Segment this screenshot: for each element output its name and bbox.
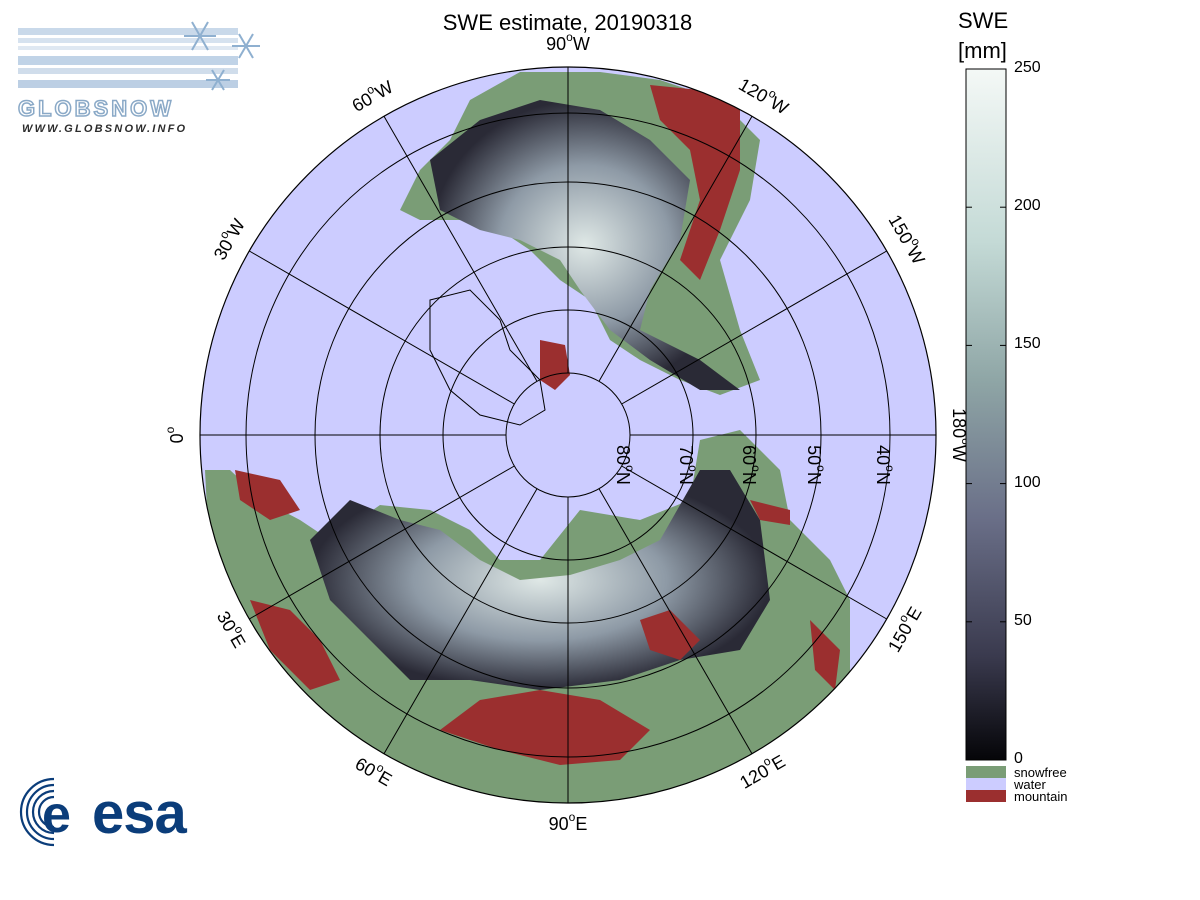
globsnow-url: WWW.GLOBSNOW.INFO (22, 123, 188, 135)
meridian-line (383, 488, 538, 754)
latitude-label: 40oN (873, 445, 897, 485)
colorbar-title-line2: [mm] (958, 38, 1007, 63)
north-america-snow-cover (430, 100, 740, 390)
latitude-label: 70oN (676, 445, 700, 485)
colorbar-tick-label: 250 (1014, 59, 1041, 76)
meridian-line (621, 250, 887, 405)
meridian-line (383, 116, 538, 382)
colorbar-tick-label: 150 (1014, 335, 1041, 353)
colorbar-tick-label: 200 (1014, 197, 1041, 215)
longitude-label: 0o (163, 426, 187, 443)
legend-swatch-mountain (966, 790, 1006, 802)
colorbar-tick-label: 100 (1014, 473, 1041, 491)
latitude-label: 50oN (804, 445, 828, 485)
greenland-landmass (429, 289, 546, 426)
latitude-label: 80oN (613, 445, 637, 485)
meridian-line (249, 250, 515, 405)
globsnow-stripes-graphic (18, 21, 260, 91)
colorbar-tick-label: 0 (1014, 750, 1023, 767)
meridian-line (598, 116, 753, 382)
latitude-labels: 80oN 70oN 60oN 50oN 40oN (613, 445, 897, 485)
colorbar-tick-label: 50 (1014, 611, 1032, 629)
esa-wordmark: esa (92, 781, 187, 846)
longitude-label: 60oW (347, 73, 397, 115)
esa-logo-icon: e (19, 776, 94, 848)
legend-swatch-water (966, 778, 1006, 790)
legend-label-mountain: mountain (1014, 789, 1068, 804)
colorbar-legend-swatches (966, 766, 1006, 802)
longitude-label: 30oW (206, 214, 248, 264)
globsnow-logo (18, 10, 263, 140)
graticule (200, 67, 936, 803)
map-title: SWE estimate, 20190318 (442, 10, 693, 35)
globsnow-wordmark: GLOBSNOW (17, 95, 174, 122)
svg-text:e: e (42, 786, 71, 844)
colorbar-title-line1: SWE (958, 8, 1009, 33)
meridian-line (621, 465, 887, 620)
longitude-label: 90oE (549, 810, 588, 834)
legend-label-snowfree: snowfree (1014, 765, 1067, 780)
legend-swatch-snowfree (966, 766, 1006, 778)
meridian-line (249, 465, 515, 620)
colorbar-title: SWE [mm] (958, 6, 1008, 66)
colorbar-gradient (965, 68, 1007, 761)
longitude-label: 150oW (885, 209, 932, 267)
colorbar-tickmarks (966, 68, 1006, 761)
legend-label-water: water (1014, 777, 1046, 792)
latitude-label: 60oN (739, 445, 763, 485)
longitude-label: 90oW (546, 30, 590, 54)
mountain-areas (235, 85, 840, 765)
map-frame (199, 66, 937, 804)
longitude-label: 120oW (735, 71, 793, 118)
meridian-line (598, 488, 753, 754)
land-layer (205, 72, 850, 803)
